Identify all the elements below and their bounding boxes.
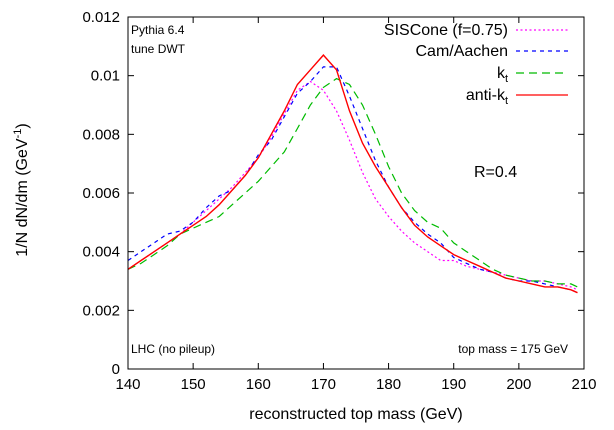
x-tick-label: 210 [571,376,596,393]
legend-label-subscript: t [505,95,508,107]
y-tick-label: 0.012 [82,9,120,26]
x-tick-label: 150 [181,376,206,393]
y-axis-title: 1/N dN/dm (GeV-1) [12,123,31,256]
annotation-generator: Pythia 6.4 [131,23,185,37]
y-tick-label: 0.004 [82,244,120,261]
annotation-top-mass: top mass = 175 GeV [458,342,568,356]
legend-label-text: anti-k [466,87,506,104]
x-tick-label: 180 [376,376,401,393]
series-line-1 [127,66,578,294]
y-axis-title-sup: -1 [12,129,24,139]
x-tick-label: 190 [441,376,466,393]
legend-label-3: anti-kt [466,87,508,107]
legend-label-text: SISCone (f=0.75) [384,22,508,39]
legend-label-subscript: t [505,73,508,85]
axis-ticks: 140 150 160 170 180 190 200 210 0 0.002 0.004 0.006… [82,9,596,393]
y-axis-title-main: 1/N dN/dm (GeV [14,138,31,257]
y-tick-label: 0.002 [82,302,120,319]
legend-label-2: kt [497,65,508,85]
x-tick-label: 140 [115,376,140,393]
legend-label-text: k [497,65,506,82]
series-line-2 [127,77,578,288]
x-axis-title: reconstructed top mass (GeV) [249,406,462,423]
x-tick-label: 170 [311,376,336,393]
legend-label-0: SISCone (f=0.75) [384,22,508,39]
annotation-lhc: LHC (no pileup) [131,342,215,356]
y-tick-label: 0 [112,361,120,378]
y-tick-label: 0.006 [82,185,120,202]
x-tick-label: 200 [506,376,531,393]
y-tick-label: 0.01 [91,68,120,85]
y-tick-label: 0.008 [82,126,120,143]
legend-label-1: Cam/Aachen [416,43,509,60]
x-tick-label: 160 [246,376,271,393]
y-axis-title-close: ) [14,123,31,128]
annotation-radius: R=0.4 [474,164,517,181]
legend-label-text: Cam/Aachen [416,43,509,60]
annotation-tune: tune DWT [131,42,186,56]
plot-lines [127,54,578,294]
series-line-3 [127,54,578,294]
